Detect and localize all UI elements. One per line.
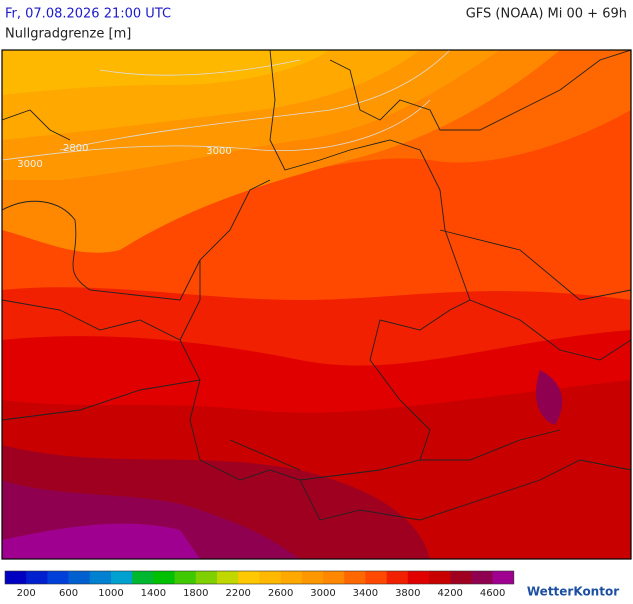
legend-swatch <box>47 571 69 584</box>
legend-swatch <box>450 571 472 584</box>
legend-swatch <box>153 571 175 584</box>
borders <box>2 50 631 521</box>
legend-swatch <box>323 571 345 584</box>
legend-tick-label: 1000 <box>98 588 123 599</box>
legend-swatch <box>89 571 112 584</box>
legend-swatch <box>301 571 324 584</box>
legend-tick-label: 1800 <box>183 588 208 599</box>
legend-swatch <box>280 571 303 584</box>
timestamp: Fr, 07.08.2026 21:00 UTC <box>5 7 171 22</box>
legend-swatch <box>238 571 260 584</box>
legend-tick-label: 200 <box>17 588 36 599</box>
contour-label: 3000 <box>17 159 42 170</box>
legend-swatch <box>259 571 281 584</box>
contour-label: 2800 <box>63 143 88 154</box>
legend-swatch <box>217 571 239 584</box>
legend-swatch <box>111 571 133 584</box>
legend-swatch <box>5 571 27 584</box>
map-frame <box>1 49 632 560</box>
legend-tick-label: 4600 <box>480 588 505 599</box>
model-run: GFS (NOAA) Mi 00 + 69h <box>466 7 627 22</box>
logo: WetterKontor <box>527 585 619 599</box>
parameter: Nullgradgrenze [m] <box>5 27 131 42</box>
legend-frame <box>4 570 515 585</box>
legend-swatch <box>407 571 430 584</box>
legend-swatch <box>429 571 451 584</box>
legend-swatch <box>174 571 197 584</box>
band <box>535 370 563 425</box>
legend-tick-label: 3400 <box>353 588 378 599</box>
legend-swatch <box>132 571 154 584</box>
legend-swatch <box>471 571 493 584</box>
legend-tick-label: 3800 <box>395 588 420 599</box>
legend-swatch <box>68 571 91 584</box>
band <box>2 50 330 95</box>
legend-tick-label: 3000 <box>310 588 335 599</box>
legend-tick-label: 600 <box>59 588 78 599</box>
legend-tick-label: 2200 <box>225 588 250 599</box>
legend-swatch <box>386 571 409 584</box>
legend-tick-label: 2600 <box>268 588 293 599</box>
legend-swatch <box>492 571 515 584</box>
isolines <box>2 50 451 161</box>
legend-swatch <box>365 571 387 584</box>
legend-swatch <box>344 571 366 584</box>
legend-swatch <box>26 571 48 584</box>
legend-tick-label: 1400 <box>141 588 166 599</box>
band <box>2 523 200 559</box>
contour-label: 3000 <box>206 146 231 157</box>
legend-tick-label: 4200 <box>437 588 462 599</box>
legend-swatch <box>195 571 218 584</box>
legend: 200 600 1000 1400 1800 2200 2600 3000 3400 3800 42… <box>4 570 515 599</box>
map: 2800 3000 3000 <box>1 49 632 560</box>
